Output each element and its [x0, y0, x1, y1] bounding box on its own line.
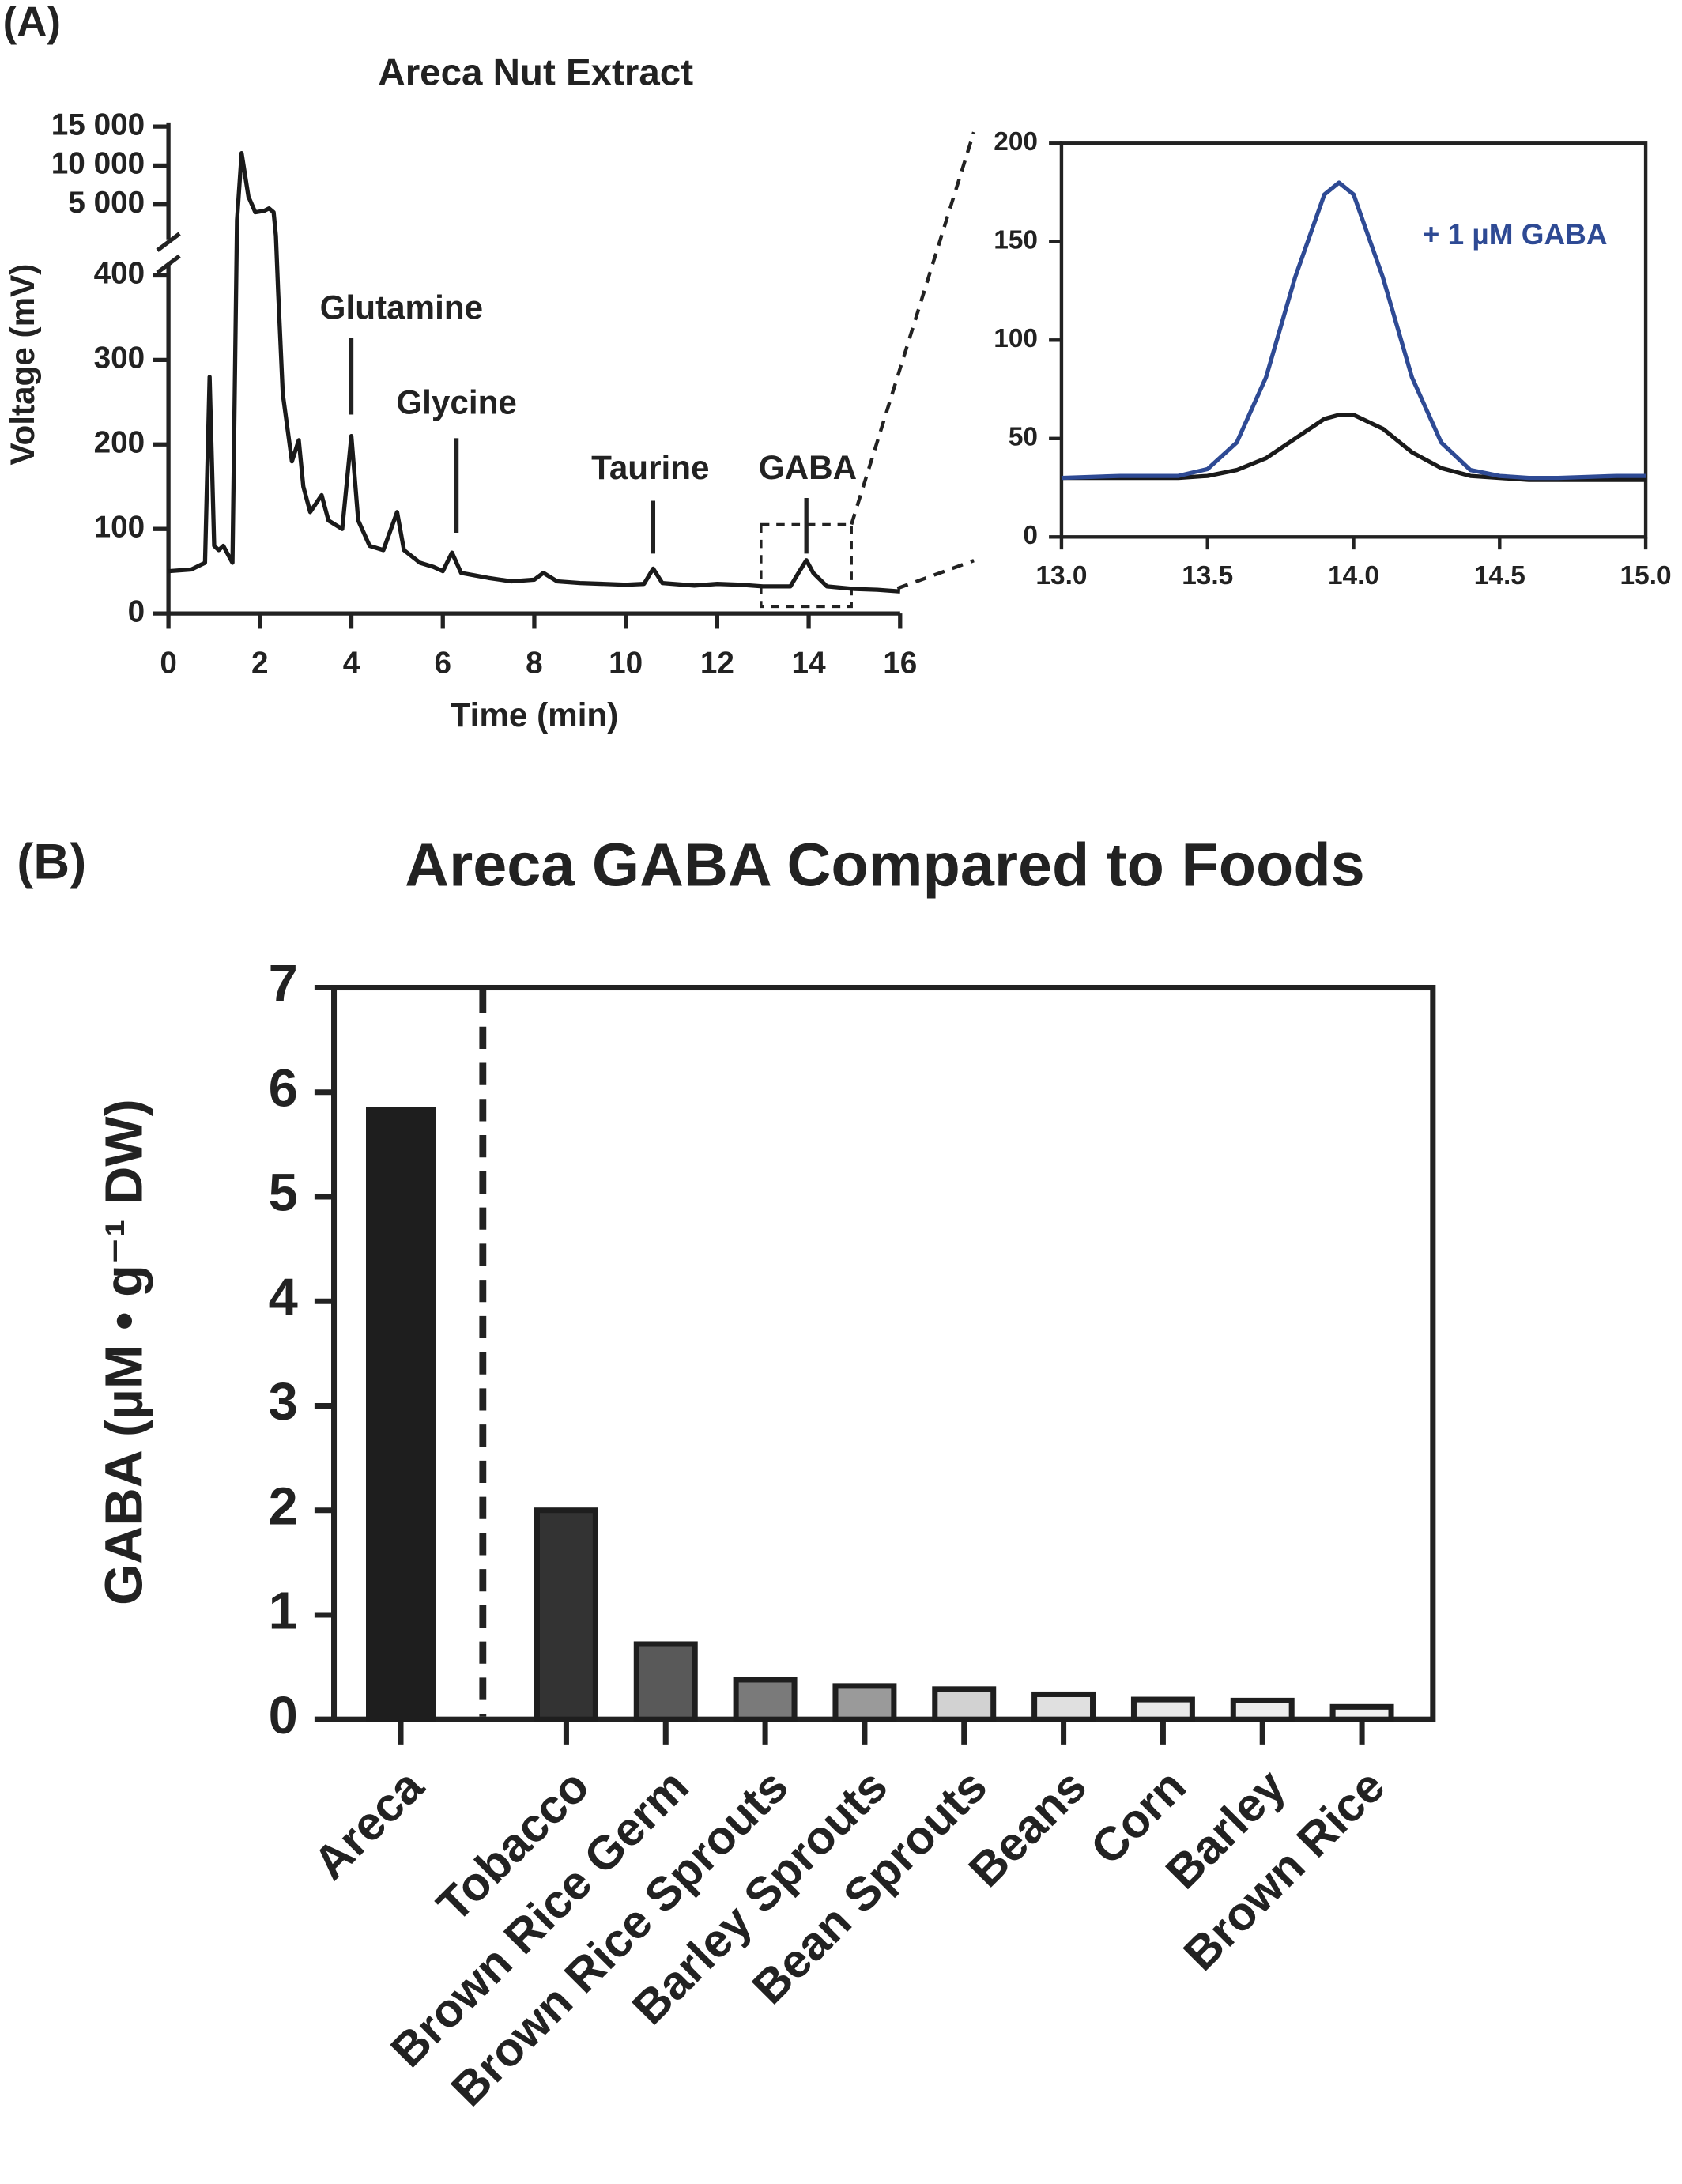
y-tick-label: 3 — [269, 1372, 298, 1431]
bar — [832, 1683, 897, 1722]
annotation: Glutamine — [320, 289, 483, 326]
x-tick-label: 2 — [251, 646, 269, 680]
x-tick-label: 16 — [883, 646, 917, 680]
y-axis-label: GABA (µM • g⁻¹ DW) — [95, 1099, 154, 1605]
x-tick-label: 14.5 — [1474, 561, 1525, 590]
y-tick-label: 15 000 — [51, 108, 145, 141]
y-axis-label: Voltage (mV) — [4, 264, 41, 466]
y-tick-label: 100 — [994, 324, 1038, 353]
zoom-connector — [850, 131, 976, 590]
y-tick-label: 5 — [269, 1164, 298, 1223]
line — [1061, 413, 1646, 482]
x-tick-label: 6 — [434, 646, 451, 680]
x-tick-label: Areca — [304, 1759, 434, 1889]
x-tick-label: 15.0 — [1620, 561, 1672, 590]
bar — [1329, 1703, 1394, 1722]
bar — [633, 1641, 698, 1722]
bar — [932, 1686, 997, 1722]
x-tick-label: 13.0 — [1035, 561, 1087, 590]
bar — [1031, 1691, 1096, 1722]
y-tick-label: 300 — [94, 341, 145, 375]
annotation: Taurine — [591, 449, 709, 486]
y-tick-label: 2 — [269, 1477, 298, 1536]
x-tick-label: 8 — [526, 646, 543, 680]
y-tick-label: 1 — [269, 1582, 298, 1641]
annotation: GABA — [759, 449, 857, 486]
x-axis-label: Time (min) — [451, 696, 619, 734]
y-tick-label: 50 — [1009, 423, 1038, 452]
plot-frame — [331, 984, 1436, 1722]
panel-label: (B) — [17, 834, 86, 889]
y-tick-label: 7 — [269, 954, 298, 1013]
x-tick-label: 14.0 — [1328, 561, 1379, 590]
bar — [733, 1677, 798, 1722]
panel-label: (A) — [3, 0, 61, 46]
y-tick-label: 200 — [94, 425, 145, 459]
y-tick-label: 0 — [269, 1686, 298, 1745]
axis-break — [156, 232, 181, 275]
y-tick-label: 4 — [269, 1268, 298, 1327]
y-tick-label: 6 — [269, 1058, 298, 1118]
zoom-box — [760, 522, 853, 609]
bar — [1130, 1696, 1195, 1722]
y-tick-label: 400 — [94, 257, 145, 291]
x-tick-label: 0 — [160, 646, 177, 680]
y-tick-label: 0 — [128, 594, 145, 628]
y-tick-label: 150 — [994, 226, 1038, 255]
chart-title: Areca Nut Extract — [378, 52, 693, 94]
y-tick-label: 200 — [994, 127, 1038, 157]
annotation: Glycine — [396, 383, 517, 421]
bar — [534, 1507, 598, 1722]
x-tick-label: 4 — [343, 646, 360, 680]
bar — [366, 1107, 436, 1722]
x-tick-label: 13.5 — [1182, 561, 1233, 590]
bar — [1230, 1697, 1295, 1722]
y-tick-label: 0 — [1023, 521, 1038, 550]
x-tick-label: 10 — [609, 646, 643, 680]
y-tick-label: 10 000 — [51, 147, 145, 181]
y-tick-label: 5 000 — [68, 186, 145, 220]
chart-title: Areca GABA Compared to Foods — [405, 831, 1365, 899]
line — [168, 151, 900, 594]
x-tick-label: 14 — [792, 646, 827, 680]
line — [1061, 180, 1646, 481]
y-tick-label: 100 — [94, 510, 145, 544]
x-tick-label: 12 — [700, 646, 734, 680]
series-label: + 1 µM GABA — [1423, 218, 1608, 251]
axes — [166, 122, 900, 616]
